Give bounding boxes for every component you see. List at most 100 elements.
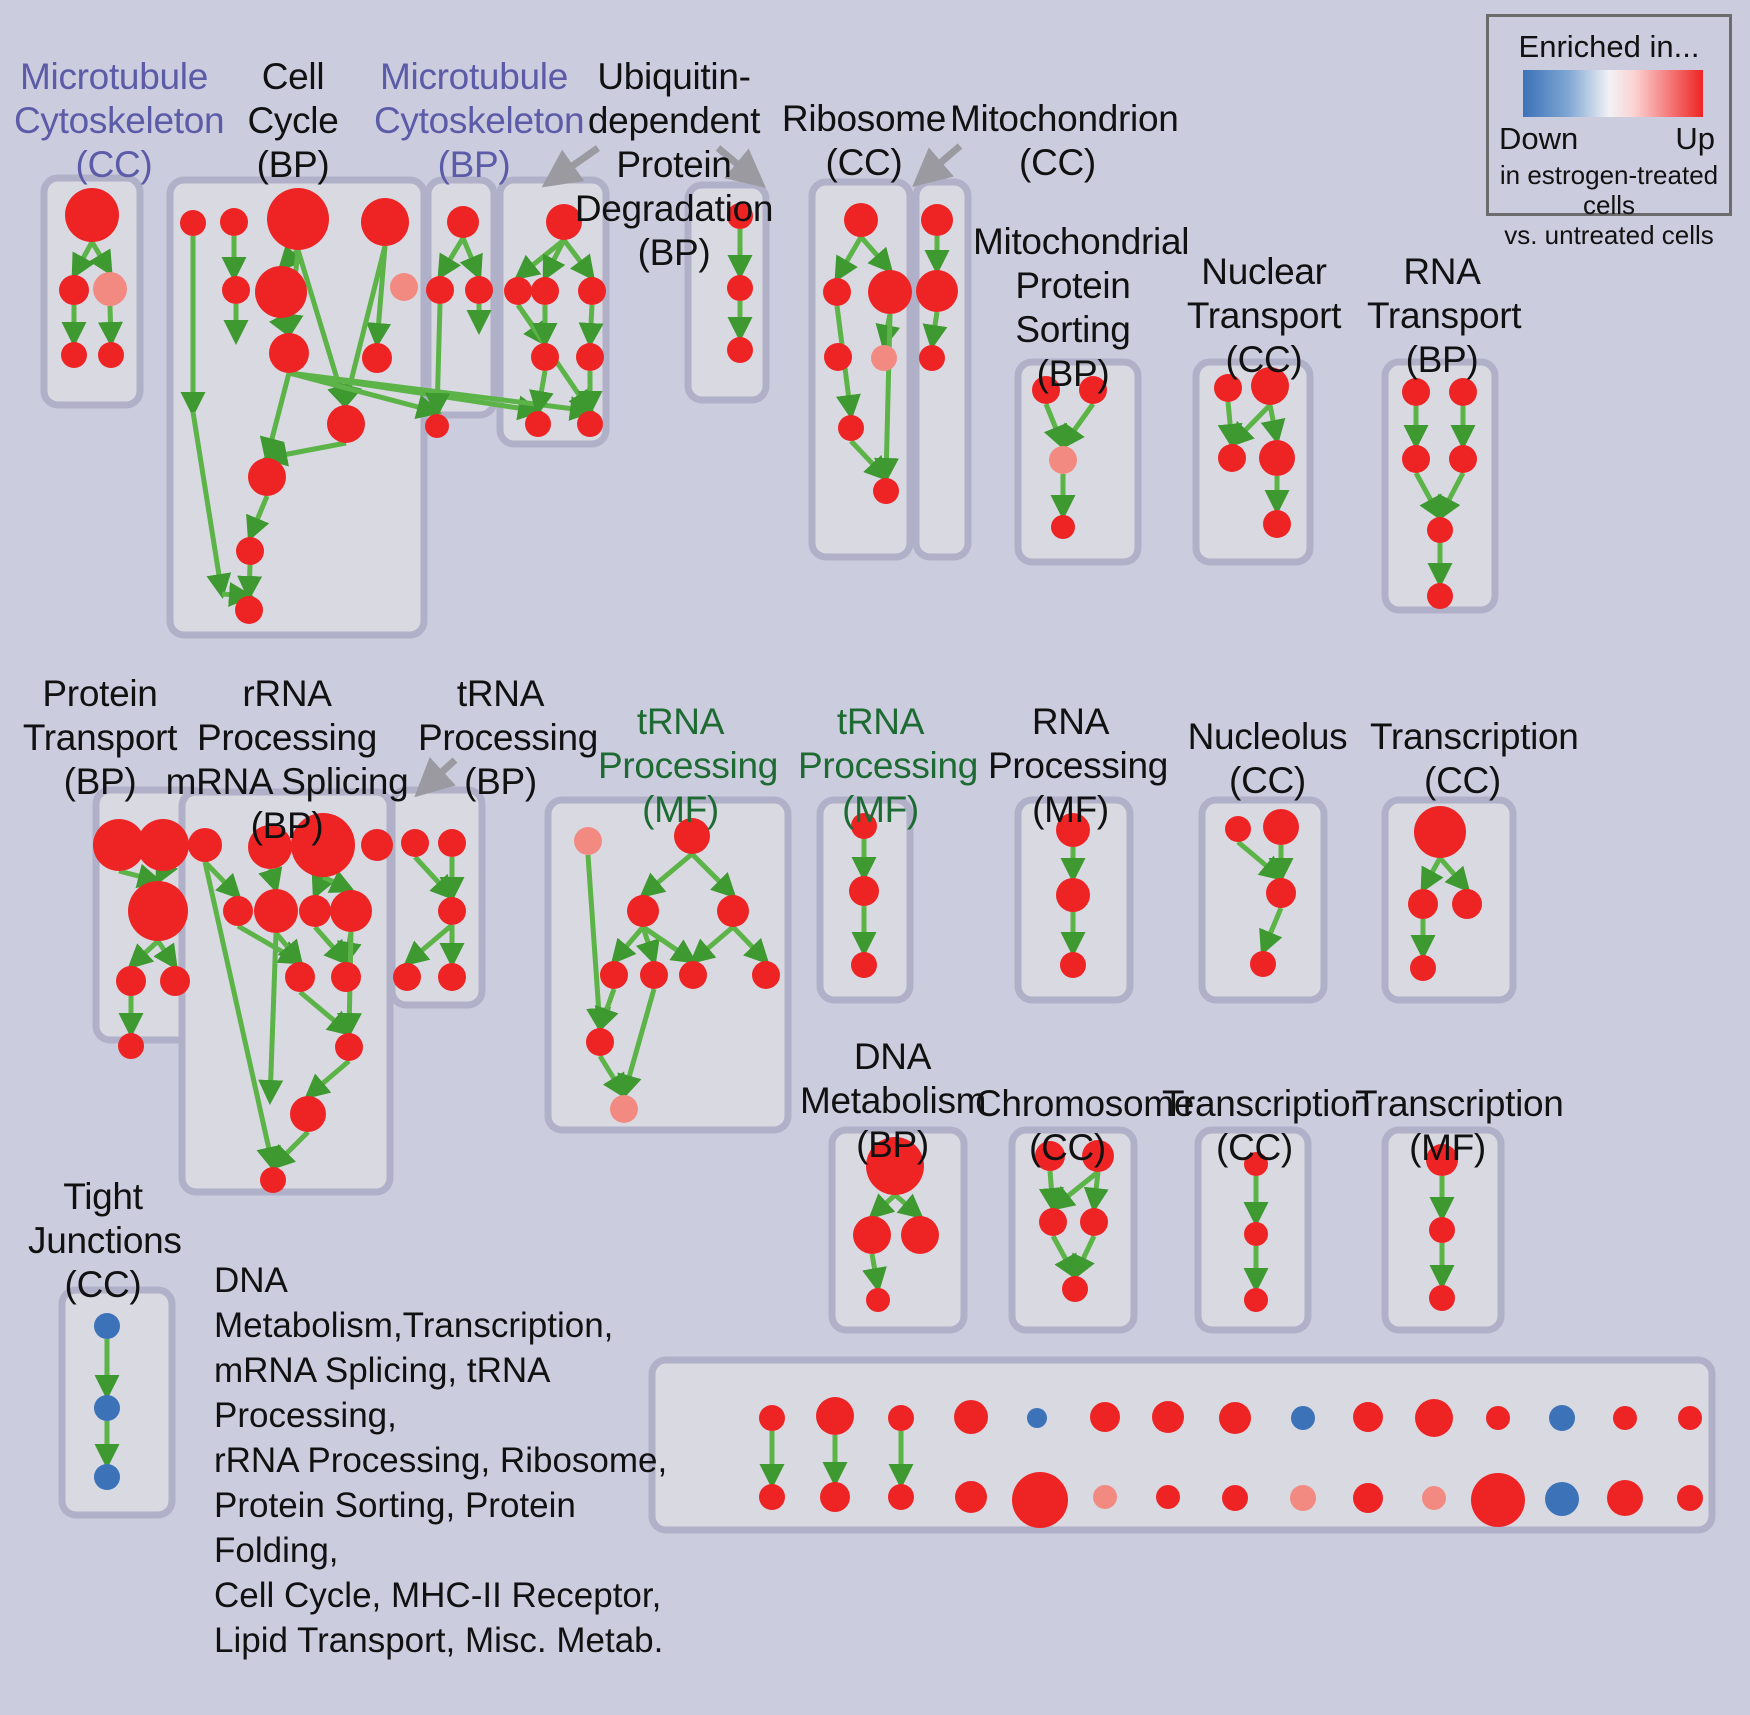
gene-set-node[interactable] (438, 829, 466, 857)
gene-set-node[interactable] (1263, 809, 1299, 845)
gene-set-node[interactable] (1056, 813, 1090, 847)
gene-set-node[interactable] (98, 342, 124, 368)
gene-set-node[interactable] (223, 896, 253, 926)
gene-set-node[interactable] (1039, 1208, 1067, 1236)
gene-set-node[interactable] (600, 961, 628, 989)
gene-set-node[interactable] (1032, 376, 1060, 404)
gene-set-node[interactable] (851, 952, 877, 978)
gene-set-node[interactable] (401, 829, 429, 857)
gene-set-node[interactable] (1607, 1480, 1643, 1516)
gene-set-node[interactable] (576, 343, 604, 371)
gene-set-node[interactable] (390, 273, 418, 301)
gene-set-node[interactable] (679, 961, 707, 989)
gene-set-node[interactable] (361, 829, 393, 861)
gene-set-node[interactable] (504, 277, 532, 305)
gene-set-node[interactable] (94, 1395, 120, 1421)
gene-set-node[interactable] (916, 270, 958, 312)
gene-set-node[interactable] (577, 411, 603, 437)
gene-set-node[interactable] (586, 1028, 614, 1056)
gene-set-node[interactable] (61, 342, 87, 368)
gene-set-node[interactable] (236, 537, 264, 565)
gene-set-node[interactable] (546, 204, 582, 240)
gene-set-node[interactable] (525, 411, 551, 437)
gene-set-node[interactable] (717, 895, 749, 927)
gene-set-node[interactable] (1060, 952, 1086, 978)
gene-set-node[interactable] (128, 881, 188, 941)
gene-set-node[interactable] (1222, 1485, 1248, 1511)
gene-set-node[interactable] (1677, 1485, 1703, 1511)
gene-set-node[interactable] (425, 414, 449, 438)
gene-set-node[interactable] (578, 277, 606, 305)
gene-set-node[interactable] (1429, 1285, 1455, 1311)
gene-set-node[interactable] (1545, 1482, 1579, 1516)
gene-set-node[interactable] (94, 1464, 120, 1490)
gene-set-node[interactable] (220, 208, 248, 236)
gene-set-node[interactable] (1290, 1485, 1316, 1511)
gene-set-node[interactable] (954, 1400, 988, 1434)
gene-set-node[interactable] (574, 827, 602, 855)
gene-set-node[interactable] (1082, 1140, 1114, 1172)
gene-set-node[interactable] (116, 966, 146, 996)
gene-set-node[interactable] (1263, 510, 1291, 538)
gene-set-node[interactable] (610, 1095, 638, 1123)
gene-set-node[interactable] (1353, 1402, 1383, 1432)
gene-set-node[interactable] (824, 343, 852, 371)
gene-set-node[interactable] (1402, 378, 1430, 406)
gene-set-node[interactable] (1219, 1402, 1251, 1434)
gene-set-node[interactable] (59, 275, 89, 305)
gene-set-node[interactable] (1250, 951, 1276, 977)
gene-set-node[interactable] (866, 1137, 924, 1195)
gene-set-node[interactable] (816, 1397, 854, 1435)
gene-set-node[interactable] (362, 343, 392, 373)
gene-set-node[interactable] (160, 966, 190, 996)
gene-set-node[interactable] (820, 1482, 850, 1512)
gene-set-node[interactable] (299, 895, 331, 927)
gene-set-node[interactable] (919, 345, 945, 371)
gene-set-node[interactable] (1549, 1405, 1575, 1431)
gene-set-node[interactable] (1035, 1141, 1065, 1171)
gene-set-node[interactable] (65, 188, 119, 242)
gene-set-node[interactable] (873, 478, 899, 504)
gene-set-node[interactable] (674, 818, 710, 854)
gene-set-node[interactable] (1218, 444, 1246, 472)
gene-set-node[interactable] (1049, 446, 1077, 474)
gene-set-node[interactable] (255, 266, 307, 318)
gene-set-node[interactable] (1080, 1208, 1108, 1236)
gene-set-node[interactable] (1152, 1401, 1184, 1433)
gene-set-node[interactable] (1079, 376, 1107, 404)
gene-set-node[interactable] (727, 275, 753, 301)
gene-set-node[interactable] (849, 876, 879, 906)
gene-set-node[interactable] (222, 276, 250, 304)
gene-set-node[interactable] (180, 210, 206, 236)
gene-set-node[interactable] (531, 343, 559, 371)
gene-set-node[interactable] (1244, 1152, 1268, 1176)
gene-set-node[interactable] (327, 405, 365, 443)
gene-set-node[interactable] (1452, 889, 1482, 919)
gene-set-node[interactable] (260, 1167, 286, 1193)
gene-set-node[interactable] (1449, 378, 1477, 406)
gene-set-node[interactable] (235, 596, 263, 624)
gene-set-node[interactable] (1408, 889, 1438, 919)
gene-set-node[interactable] (1471, 1473, 1525, 1527)
gene-set-node[interactable] (94, 1313, 120, 1339)
gene-set-node[interactable] (871, 345, 897, 371)
gene-set-node[interactable] (866, 1288, 890, 1312)
gene-set-node[interactable] (1259, 440, 1295, 476)
gene-set-node[interactable] (335, 1033, 363, 1061)
gene-set-node[interactable] (888, 1405, 914, 1431)
gene-set-node[interactable] (285, 962, 315, 992)
gene-set-node[interactable] (290, 1096, 326, 1132)
gene-set-node[interactable] (955, 1481, 987, 1513)
gene-set-node[interactable] (1027, 1408, 1047, 1428)
gene-set-node[interactable] (438, 963, 466, 991)
gene-set-node[interactable] (426, 276, 454, 304)
gene-set-node[interactable] (1402, 445, 1430, 473)
gene-set-node[interactable] (1486, 1406, 1510, 1430)
gene-set-node[interactable] (727, 203, 753, 229)
gene-set-node[interactable] (93, 819, 145, 871)
gene-set-node[interactable] (1422, 1486, 1446, 1510)
gene-set-node[interactable] (1062, 1276, 1088, 1302)
gene-set-node[interactable] (1427, 583, 1453, 609)
gene-set-node[interactable] (1214, 374, 1242, 402)
gene-set-node[interactable] (531, 277, 559, 305)
